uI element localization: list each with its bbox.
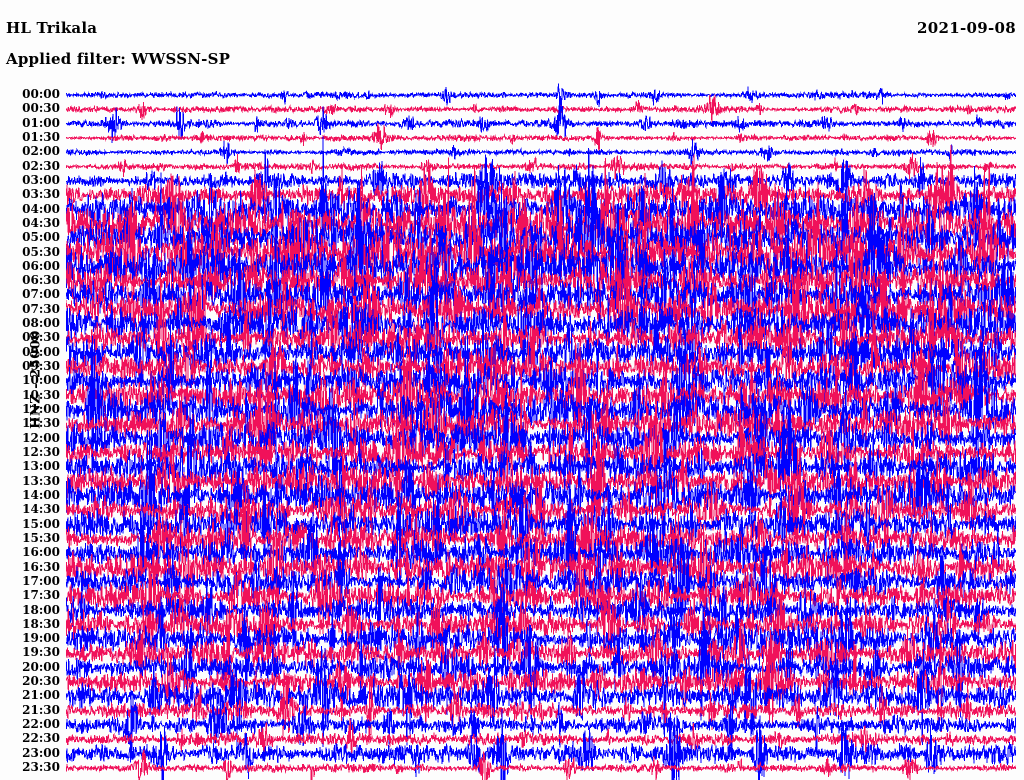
time-tick-label: 19:30	[22, 645, 60, 660]
filter-label: Applied filter: WWSSN-SP	[6, 50, 231, 68]
trace-row	[66, 94, 1016, 125]
time-tick-label: 10:00	[22, 373, 60, 388]
time-tick-label: 10:30	[22, 387, 60, 402]
trace-plot-area	[66, 0, 1016, 780]
trace-row	[66, 612, 1016, 723]
time-tick-label: 09:00	[22, 344, 60, 359]
time-tick-label: 09:30	[22, 359, 60, 374]
time-tick-label: 18:00	[22, 602, 60, 617]
trace-row	[66, 105, 1016, 143]
seismogram-traces	[66, 83, 1016, 780]
trace-row	[66, 149, 1016, 215]
trace-row	[66, 749, 1016, 780]
trace-row	[66, 138, 1016, 166]
time-axis: 00:00 00:30 01:00 01:30 02:00 02:30 03:00 03:30…	[0, 0, 64, 780]
time-tick-label: 17:30	[22, 588, 60, 603]
time-tick-label: 03:30	[22, 187, 60, 202]
trace-row	[66, 489, 1016, 616]
time-tick-label: 22:00	[22, 717, 60, 732]
trace-row	[66, 123, 1016, 153]
time-tick-label: 22:30	[22, 731, 60, 746]
time-tick-label: 05:00	[22, 230, 60, 245]
time-tick-label: 01:00	[22, 115, 60, 130]
time-tick-label: 11:00	[22, 402, 60, 417]
time-tick-label: 18:30	[22, 616, 60, 631]
time-tick-label: 19:00	[22, 631, 60, 646]
time-tick-label: 04:30	[22, 215, 60, 230]
time-tick-label: 02:30	[22, 158, 60, 173]
time-tick-label: 15:30	[22, 530, 60, 545]
time-tick-label: 12:30	[22, 445, 60, 459]
time-tick-label: 08:30	[22, 330, 60, 345]
page-title: HL Trikala	[6, 19, 98, 37]
time-tick-label: 15:00	[22, 516, 60, 531]
trace-row	[66, 241, 1016, 375]
time-tick-label: 12:00	[22, 430, 60, 445]
time-tick-label: 03:00	[22, 172, 60, 187]
trace-row	[66, 272, 1016, 400]
time-tick-label: 11:30	[22, 416, 60, 431]
trace-row	[66, 328, 1016, 464]
time-tick-label: 13:30	[22, 473, 60, 488]
trace-row	[66, 578, 1016, 700]
time-tick-label: 06:30	[22, 273, 60, 288]
time-tick-label: 13:00	[22, 459, 60, 474]
trace-row	[66, 144, 1016, 239]
trace-row	[66, 365, 1016, 495]
time-tick-label: 01:30	[22, 129, 60, 144]
trace-row	[66, 224, 1016, 362]
trace-row	[66, 600, 1016, 709]
time-tick-label: 02:00	[22, 144, 60, 159]
trace-row	[66, 692, 1016, 763]
time-tick-label: 16:00	[22, 545, 60, 560]
trace-row	[66, 298, 1016, 419]
time-tick-label: 06:00	[22, 258, 60, 273]
trace-row	[66, 387, 1016, 519]
time-tick-label: 17:00	[22, 573, 60, 588]
time-tick-label: 21:00	[22, 688, 60, 703]
time-tick-label: 14:30	[22, 502, 60, 517]
trace-row	[66, 629, 1016, 732]
time-tick-label: 05:30	[22, 244, 60, 259]
trace-row	[66, 566, 1016, 658]
time-tick-label: 04:00	[22, 201, 60, 216]
time-tick-label: 14:00	[22, 487, 60, 502]
time-tick-label: 00:30	[22, 101, 60, 116]
trace-row	[66, 675, 1016, 744]
trace-row	[66, 83, 1016, 110]
time-tick-label: 07:00	[22, 287, 60, 302]
trace-row	[66, 399, 1016, 535]
time-tick-label: 20:30	[22, 674, 60, 689]
time-tick-label: 16:30	[22, 559, 60, 574]
time-tick-label: 23:30	[22, 760, 60, 775]
time-tick-label: 07:30	[22, 301, 60, 316]
time-tick-label: 20:00	[22, 659, 60, 674]
trace-row	[66, 535, 1016, 648]
trace-row	[66, 586, 1016, 669]
time-tick-label: 23:00	[22, 745, 60, 760]
time-tick-label: 08:00	[22, 316, 60, 331]
date-label: 2021-09-08	[917, 19, 1016, 37]
trace-row	[66, 708, 1016, 780]
time-tick-label: 21:30	[22, 702, 60, 717]
time-tick-label: 00:00	[22, 87, 60, 101]
trace-row	[66, 381, 1016, 508]
trace-row	[66, 718, 1016, 756]
trace-row	[66, 152, 1016, 180]
